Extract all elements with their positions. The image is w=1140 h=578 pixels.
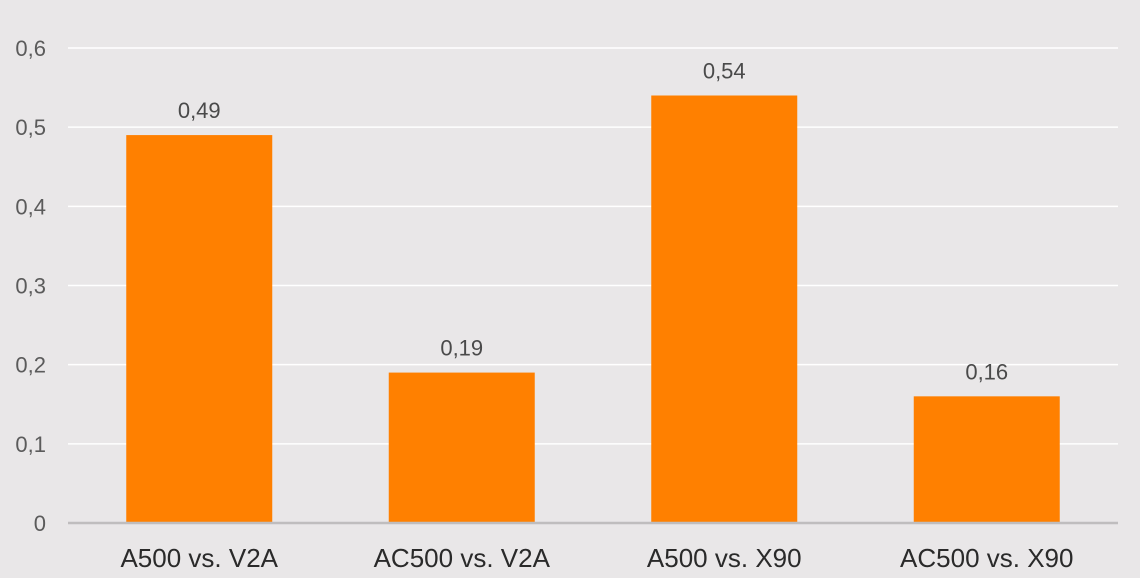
x-tick-label-1: A500 vs. V2A	[120, 543, 278, 573]
bars	[126, 95, 1060, 524]
x-tick-label-2: AC500 vs. V2A	[374, 543, 551, 573]
x-tick-label-4: AC500 vs. X90	[900, 543, 1073, 573]
y-tick-label: 0,4	[15, 194, 46, 219]
bar-1	[126, 135, 273, 524]
data-label-3: 0,54	[703, 59, 746, 84]
axes: 0 0,1 0,2 0,3 0,4 0,5 0,6 A500 vs. V2A AC500 vs.…	[15, 36, 1118, 573]
y-tick-label: 0,1	[15, 432, 46, 457]
y-tick-label: 0,3	[15, 274, 46, 299]
bar-2	[388, 372, 535, 523]
y-tick-label: 0,2	[15, 353, 46, 378]
y-tick-label: 0,6	[15, 36, 46, 61]
data-labels: 0,49 0,19 0,54 0,16	[178, 59, 1008, 385]
x-tick-label-3: A500 vs. X90	[647, 543, 802, 573]
y-tick-label: 0	[34, 511, 46, 536]
y-tick-label: 0,5	[15, 115, 46, 140]
data-label-4: 0,16	[965, 359, 1008, 384]
bar-4	[913, 396, 1060, 523]
data-label-1: 0,49	[178, 98, 221, 123]
bar-3	[651, 95, 798, 523]
data-label-2: 0,19	[440, 336, 483, 361]
